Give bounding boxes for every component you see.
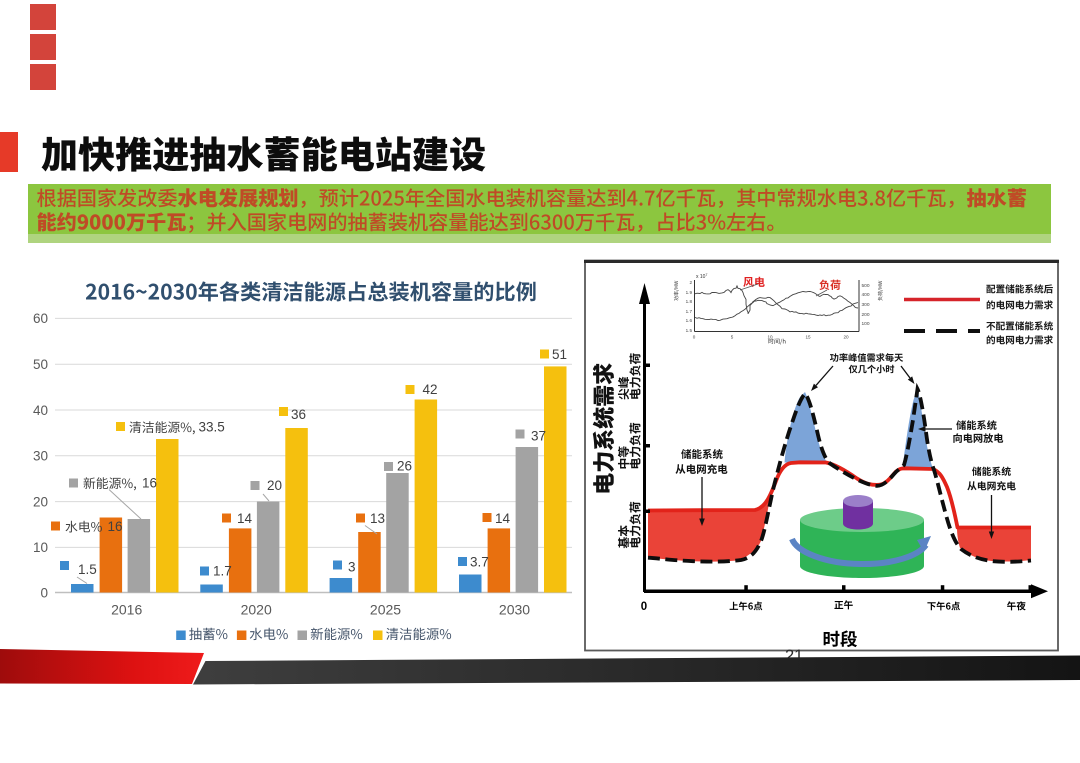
svg-text:10: 10 [33, 540, 48, 555]
svg-text:0: 0 [40, 585, 48, 600]
svg-text:37: 37 [531, 429, 546, 444]
svg-text:1.9: 1.9 [686, 290, 693, 295]
svg-text:50: 50 [33, 357, 48, 372]
svg-text:1.8: 1.8 [686, 299, 693, 304]
svg-text:20: 20 [33, 494, 48, 509]
svg-text:26: 26 [397, 459, 412, 474]
svg-text:60: 60 [33, 311, 48, 326]
svg-text:30: 30 [33, 449, 48, 464]
svg-text:42: 42 [423, 382, 438, 397]
svg-text:200: 200 [862, 312, 870, 318]
svg-text:0: 0 [641, 601, 647, 613]
svg-text:16: 16 [142, 476, 157, 491]
svg-text:2016: 2016 [111, 602, 142, 618]
svg-text:40: 40 [33, 403, 48, 418]
svg-text:5: 5 [731, 335, 734, 340]
svg-text:x 107: x 107 [696, 273, 707, 280]
svg-text:1.6: 1.6 [686, 318, 693, 323]
svg-text:10: 10 [767, 335, 773, 340]
svg-text:51: 51 [552, 347, 567, 362]
svg-text:13: 13 [370, 511, 385, 526]
svg-text:0: 0 [693, 335, 696, 340]
svg-text:500: 500 [862, 283, 870, 289]
svg-text:14: 14 [237, 511, 253, 526]
svg-text:1.5: 1.5 [686, 328, 693, 333]
svg-text:1.5: 1.5 [78, 562, 97, 577]
svg-text:1.7: 1.7 [213, 564, 232, 579]
svg-text:400: 400 [862, 292, 870, 298]
svg-text:300: 300 [862, 302, 870, 308]
svg-text:3: 3 [348, 560, 356, 575]
svg-text:36: 36 [291, 407, 306, 422]
svg-text:2020: 2020 [241, 602, 272, 618]
svg-text:100: 100 [862, 321, 870, 327]
svg-text:2030: 2030 [499, 602, 530, 618]
svg-text:20: 20 [267, 478, 282, 493]
svg-text:3.7: 3.7 [470, 555, 489, 570]
svg-text:14: 14 [495, 511, 511, 526]
svg-text:15: 15 [805, 335, 811, 340]
svg-text:16: 16 [108, 519, 123, 534]
svg-text:20: 20 [843, 335, 849, 340]
svg-text:2025: 2025 [370, 602, 401, 618]
svg-text:1.7: 1.7 [686, 309, 693, 314]
svg-text:2: 2 [689, 280, 692, 285]
svg-text:33.5: 33.5 [199, 420, 225, 435]
